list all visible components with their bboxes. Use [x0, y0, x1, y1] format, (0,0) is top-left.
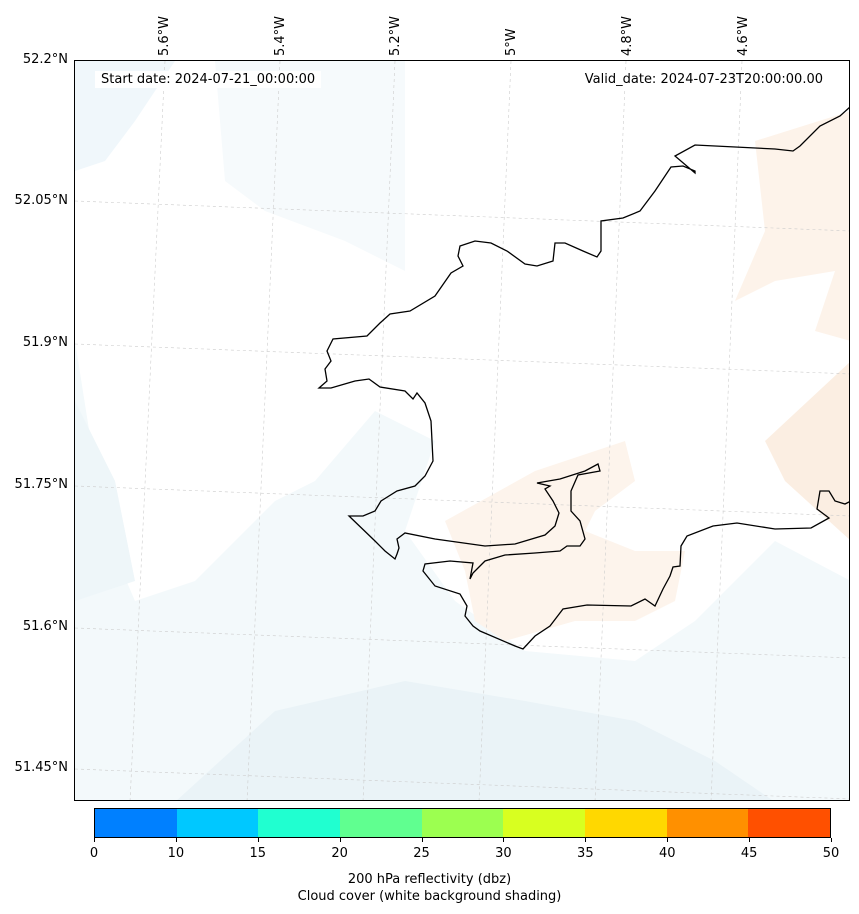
start-date-label: Start date: 2024-07-21_00:00:00 — [95, 71, 322, 88]
lat-tick: 52.2°N — [22, 52, 68, 67]
lat-tick: 51.6°N — [22, 619, 68, 634]
colorbar — [94, 808, 831, 838]
valid-date-label: Valid_date: 2024-07-23T20:00:00.00 — [578, 71, 829, 88]
lon-tick: 4.6°W — [736, 15, 751, 56]
colorbar-tick-label: 35 — [577, 846, 594, 861]
colorbar-segment — [340, 809, 422, 837]
colorbar-tick-mark — [257, 838, 259, 842]
colorbar-segment — [258, 809, 341, 837]
colorbar-tick-mark — [94, 838, 95, 842]
colorbar-tick-mark — [175, 838, 177, 842]
colorbar-tick-label: 45 — [740, 846, 758, 861]
coastline — [317, 106, 849, 650]
colorbar-tick-label: 15 — [249, 846, 267, 861]
colorbar-segment — [176, 809, 259, 837]
lon-tick: 5.2°W — [388, 15, 403, 56]
lat-tick: 51.9°N — [22, 335, 68, 350]
colorbar-tick-mark — [831, 838, 832, 842]
colorbar-tick-label: 50 — [822, 846, 840, 861]
cloud-shading — [75, 341, 849, 800]
cloud-shading — [215, 61, 405, 271]
colorbar-tick-mark — [339, 838, 341, 842]
map-panel[interactable]: Start date: 2024-07-21_00:00:00 Valid_da… — [74, 60, 850, 801]
reflectivity-shading — [765, 362, 849, 540]
reflectivity-shading — [735, 111, 849, 341]
cloud-shading — [177, 681, 773, 800]
colorbar-segment — [503, 809, 586, 837]
colorbar-tick-label: 40 — [658, 846, 676, 861]
map-canvas — [75, 61, 849, 800]
colorbar-tick-mark — [503, 838, 505, 842]
lon-tick: 5.6°W — [157, 15, 172, 56]
colorbar-tick-label: 0 — [89, 846, 99, 861]
lat-tick: 51.75°N — [14, 477, 68, 492]
lon-tick: 5.4°W — [273, 15, 288, 56]
graticule — [75, 61, 849, 800]
lon-tick: 4.8°W — [620, 15, 635, 56]
colorbar-tick-label: 10 — [167, 846, 185, 861]
colorbar-tick-label: 30 — [495, 846, 512, 861]
colorbar-tick-mark — [585, 838, 587, 842]
colorbar-segment — [95, 809, 177, 837]
reflectivity-shading — [445, 441, 685, 641]
lat-tick: 52.05°N — [14, 193, 68, 208]
colorbar-tick-mark — [749, 838, 751, 842]
colorbar-segment — [585, 809, 667, 837]
colorbar-sublabel: Cloud cover (white background shading) — [297, 889, 562, 904]
colorbar-tick-label: 25 — [413, 846, 430, 861]
cloud-shading — [75, 61, 175, 171]
lat-tick: 51.45°N — [14, 760, 68, 775]
colorbar-label: 200 hPa reflectivity (dbz) — [347, 872, 512, 887]
lon-tick: 5°W — [504, 28, 519, 56]
colorbar-tick-mark — [667, 838, 669, 842]
colorbar-tick-label: 20 — [331, 846, 348, 861]
colorbar-segment — [748, 809, 831, 837]
cloud-shading — [75, 401, 135, 601]
colorbar-segment — [666, 809, 749, 837]
colorbar-tick-mark — [421, 838, 423, 842]
colorbar-segment — [421, 809, 504, 837]
